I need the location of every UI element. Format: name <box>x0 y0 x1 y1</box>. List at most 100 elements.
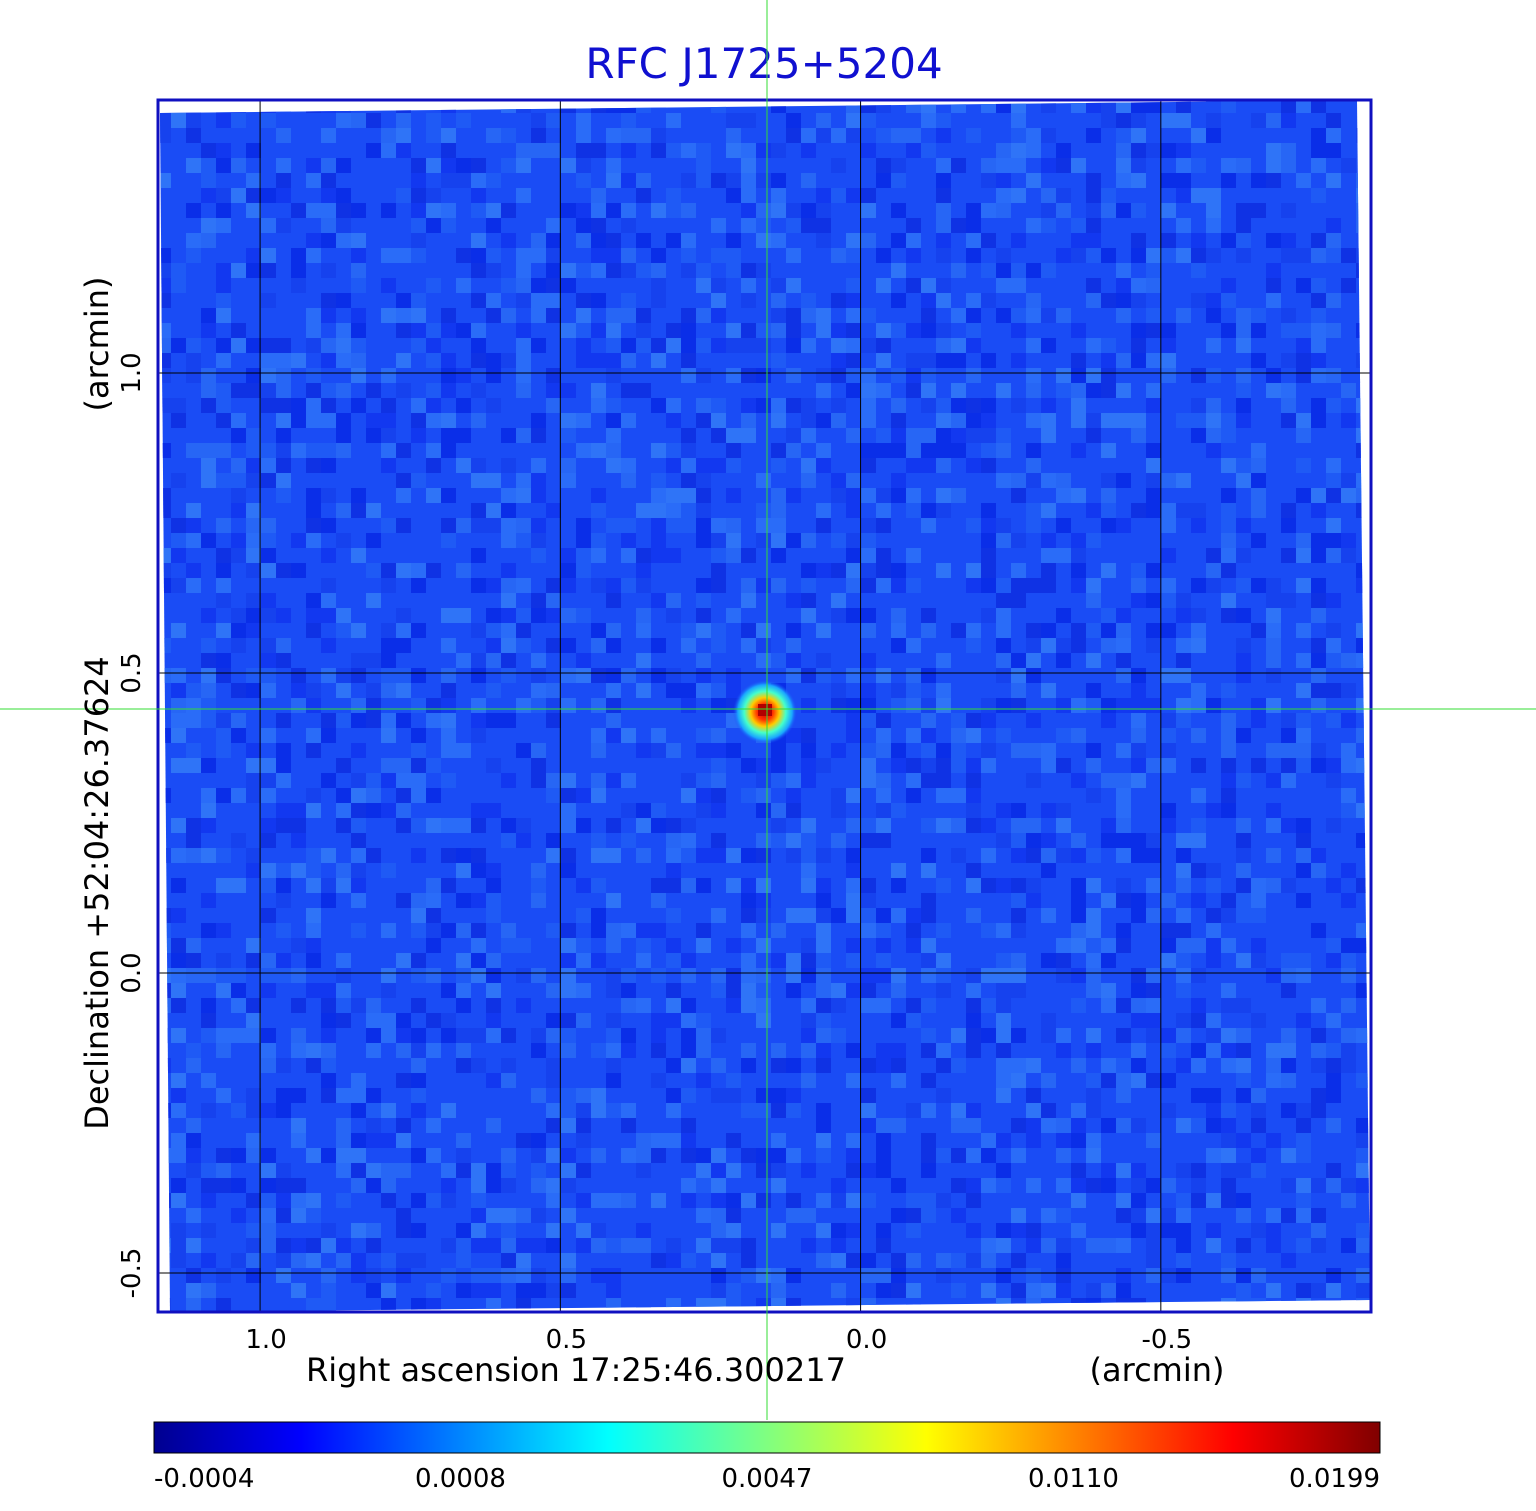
noise-pixel <box>261 1163 276 1178</box>
x-axis-unit: (arcmin) <box>1090 1351 1225 1389</box>
noise-pixel <box>951 1133 966 1148</box>
noise-pixel <box>591 488 606 503</box>
noise-pixel <box>591 773 606 788</box>
noise-pixel <box>486 1133 501 1148</box>
noise-pixel <box>1176 1208 1191 1223</box>
noise-pixel <box>160 728 171 743</box>
noise-pixel <box>471 503 486 518</box>
noise-pixel <box>1026 1178 1041 1193</box>
noise-pixel <box>921 698 936 713</box>
noise-pixel <box>1311 653 1326 668</box>
noise-pixel <box>861 1118 876 1133</box>
noise-pixel <box>996 143 1011 158</box>
noise-pixel <box>306 803 321 818</box>
noise-pixel <box>1011 1208 1026 1223</box>
noise-pixel <box>1281 100 1296 113</box>
noise-pixel <box>1311 233 1326 248</box>
noise-pixel <box>426 488 441 503</box>
noise-pixel <box>1056 638 1071 653</box>
noise-pixel <box>336 323 351 338</box>
noise-pixel <box>936 503 951 518</box>
noise-pixel <box>606 713 621 728</box>
noise-pixel <box>441 488 456 503</box>
noise-pixel <box>666 593 681 608</box>
noise-pixel <box>831 1028 846 1043</box>
noise-pixel <box>1026 818 1041 833</box>
noise-pixel <box>711 908 726 923</box>
noise-pixel <box>1131 338 1146 353</box>
noise-pixel <box>906 683 921 698</box>
noise-pixel <box>1176 1253 1191 1268</box>
noise-pixel <box>801 608 816 623</box>
noise-pixel <box>1371 548 1386 563</box>
noise-pixel <box>546 1058 561 1073</box>
noise-pixel <box>336 608 351 623</box>
noise-pixel <box>651 218 666 233</box>
noise-pixel <box>711 1283 726 1298</box>
noise-pixel <box>981 1238 996 1253</box>
noise-pixel <box>171 698 186 713</box>
noise-pixel <box>441 818 456 833</box>
noise-pixel <box>591 848 606 863</box>
noise-pixel <box>1371 1298 1386 1313</box>
noise-pixel <box>201 668 216 683</box>
noise-pixel <box>1341 1238 1356 1253</box>
noise-pixel <box>471 923 486 938</box>
noise-pixel <box>546 533 561 548</box>
noise-pixel <box>246 668 261 683</box>
noise-pixel <box>321 1313 336 1328</box>
noise-pixel <box>861 1013 876 1028</box>
noise-pixel <box>1341 368 1356 383</box>
noise-pixel <box>921 668 936 683</box>
noise-pixel <box>1086 293 1101 308</box>
noise-pixel <box>471 623 486 638</box>
noise-pixel <box>471 728 486 743</box>
noise-pixel <box>351 713 366 728</box>
noise-pixel <box>696 743 711 758</box>
noise-pixel <box>1131 113 1146 128</box>
noise-pixel <box>771 1283 786 1298</box>
noise-pixel <box>1071 413 1086 428</box>
noise-pixel <box>336 713 351 728</box>
noise-pixel <box>726 233 741 248</box>
noise-pixel <box>591 203 606 218</box>
noise-pixel <box>741 788 756 803</box>
noise-pixel <box>981 443 996 458</box>
noise-pixel <box>1356 398 1370 413</box>
noise-pixel <box>1026 1313 1041 1328</box>
noise-pixel <box>471 518 486 533</box>
noise-pixel <box>951 788 966 803</box>
noise-pixel <box>636 998 651 1013</box>
noise-pixel <box>861 443 876 458</box>
noise-pixel <box>786 413 801 428</box>
noise-pixel <box>1266 998 1281 1013</box>
noise-pixel <box>846 788 861 803</box>
noise-pixel <box>1056 1178 1071 1193</box>
noise-pixel <box>696 158 711 173</box>
noise-pixel <box>1086 653 1101 668</box>
noise-pixel <box>561 1208 576 1223</box>
noise-pixel <box>606 563 621 578</box>
noise-pixel <box>726 728 741 743</box>
noise-pixel <box>1356 203 1370 218</box>
noise-pixel <box>186 983 201 998</box>
noise-pixel <box>1071 728 1086 743</box>
noise-pixel <box>951 1208 966 1223</box>
noise-pixel <box>1371 1088 1386 1103</box>
noise-pixel <box>606 728 621 743</box>
noise-pixel <box>381 458 396 473</box>
noise-pixel <box>651 503 666 518</box>
noise-pixel <box>1176 698 1191 713</box>
noise-pixel <box>906 1208 921 1223</box>
noise-pixel <box>1191 1043 1206 1058</box>
noise-pixel <box>396 248 411 263</box>
noise-pixel <box>336 668 351 683</box>
noise-pixel <box>321 548 336 563</box>
noise-pixel <box>306 683 321 698</box>
noise-pixel <box>381 278 396 293</box>
noise-pixel <box>246 473 261 488</box>
noise-pixel <box>1221 908 1236 923</box>
noise-pixel <box>1236 1073 1251 1088</box>
noise-pixel <box>1326 1088 1341 1103</box>
noise-pixel <box>1341 248 1356 263</box>
